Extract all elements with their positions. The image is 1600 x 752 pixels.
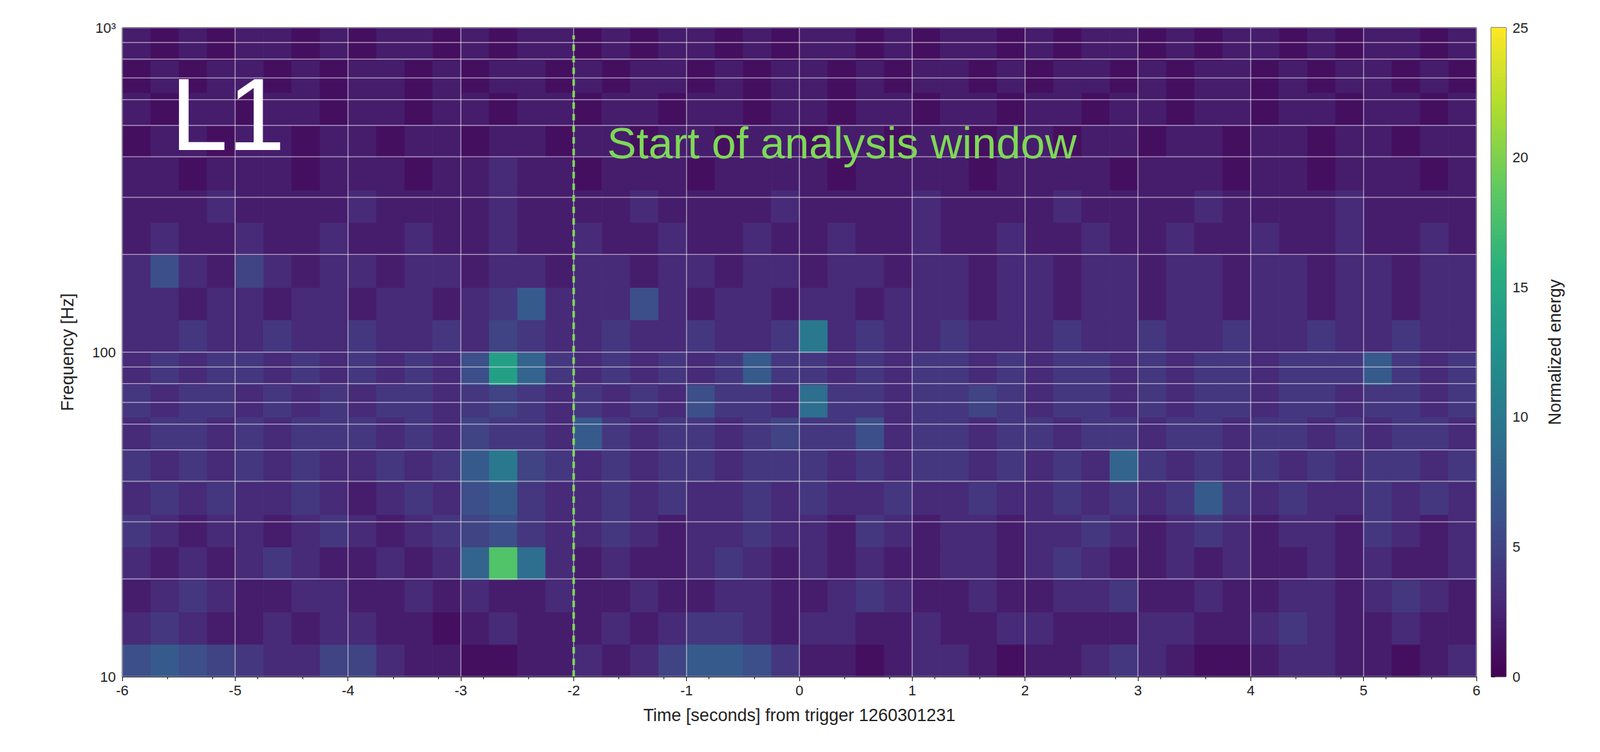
- svg-text:100: 100: [92, 344, 116, 361]
- svg-text:10: 10: [1512, 408, 1528, 425]
- svg-text:-6: -6: [115, 682, 129, 699]
- svg-text:0: 0: [1512, 668, 1521, 685]
- svg-text:5: 5: [1512, 538, 1521, 555]
- svg-text:Start of analysis window: Start of analysis window: [606, 118, 1077, 168]
- svg-text:Normalized energy: Normalized energy: [1545, 278, 1565, 425]
- svg-text:-3: -3: [454, 682, 468, 699]
- svg-text:20: 20: [1512, 149, 1528, 166]
- svg-text:1: 1: [908, 682, 916, 699]
- svg-text:L1: L1: [170, 56, 286, 172]
- svg-text:5: 5: [1359, 682, 1368, 699]
- svg-text:4: 4: [1246, 682, 1255, 699]
- svg-text:3: 3: [1134, 682, 1142, 699]
- svg-text:15: 15: [1512, 279, 1528, 296]
- svg-text:10³: 10³: [95, 19, 116, 37]
- svg-text:-2: -2: [567, 682, 581, 699]
- svg-text:0: 0: [795, 682, 804, 699]
- svg-text:25: 25: [1512, 19, 1528, 37]
- svg-text:6: 6: [1472, 682, 1481, 699]
- svg-text:10: 10: [100, 668, 116, 685]
- svg-text:Time [seconds] from trigger 12: Time [seconds] from trigger 1260301231: [642, 705, 956, 725]
- svg-text:2: 2: [1021, 682, 1030, 699]
- svg-text:Frequency [Hz]: Frequency [Hz]: [57, 292, 78, 411]
- svg-text:-1: -1: [680, 682, 694, 699]
- svg-text:-4: -4: [341, 682, 355, 699]
- svg-text:-5: -5: [229, 682, 242, 699]
